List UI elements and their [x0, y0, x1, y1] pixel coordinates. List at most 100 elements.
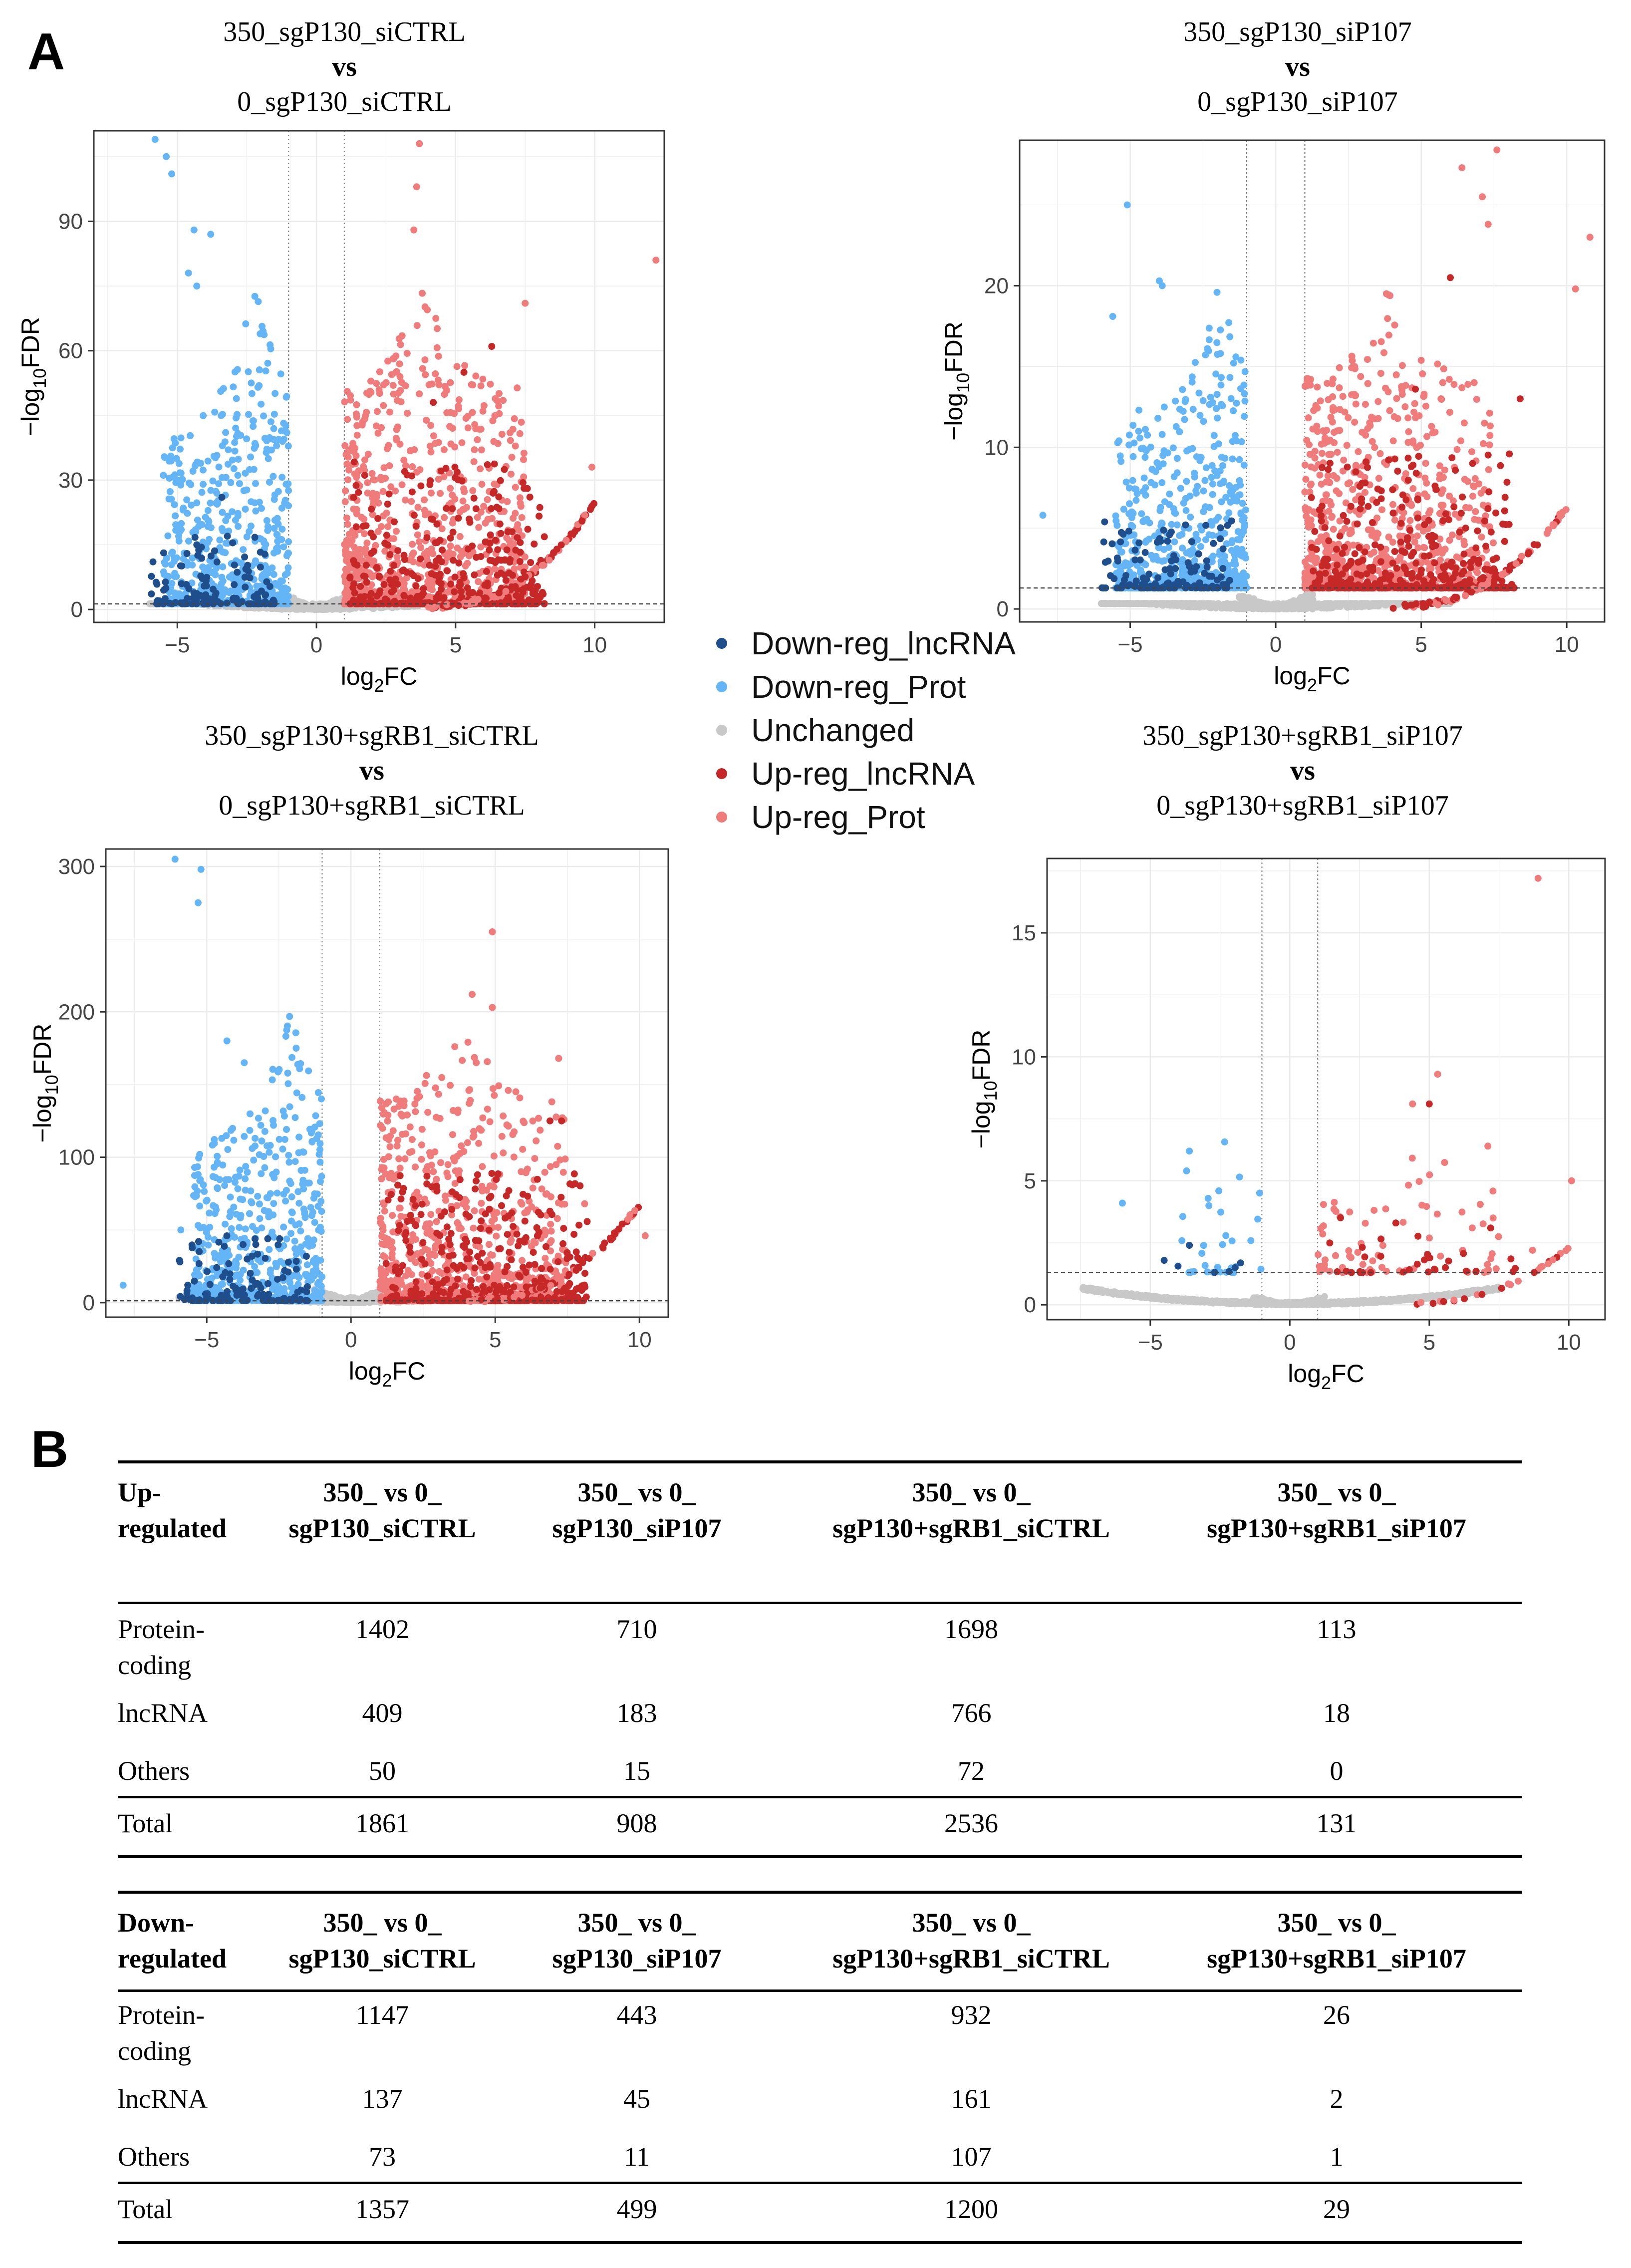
- point-up-prot: [1386, 407, 1393, 414]
- point-down-prot: [193, 499, 201, 507]
- point-down-prot: [284, 480, 292, 488]
- point-up-lnc: [438, 585, 445, 593]
- point-up-prot: [1469, 493, 1476, 500]
- point-up-prot: [479, 375, 487, 383]
- point-up-lnc: [439, 546, 446, 554]
- point-up-prot: [1423, 433, 1431, 440]
- point-up-prot: [376, 390, 383, 397]
- point-up-lnc: [471, 571, 478, 578]
- point-up-prot: [343, 537, 350, 544]
- point-up-lnc: [472, 505, 480, 513]
- point-down-prot: [248, 379, 255, 387]
- point-up-lnc: [498, 557, 505, 564]
- point-up-lnc: [384, 542, 392, 549]
- point-down-lnc: [148, 572, 155, 580]
- point-down-prot: [283, 599, 290, 606]
- point-up-lnc: [454, 476, 462, 484]
- point-up-prot: [1340, 456, 1348, 464]
- point-up-prot: [408, 498, 415, 505]
- point-down-prot: [243, 435, 251, 443]
- point-up-prot: [1422, 402, 1429, 410]
- point-down-prot: [266, 479, 273, 486]
- point-unchanged: [304, 603, 311, 611]
- point-up-prot: [1422, 460, 1429, 467]
- point-curve: [474, 595, 482, 603]
- point-down-prot: [251, 499, 259, 507]
- point-down-prot: [176, 469, 184, 477]
- point-up-lnc: [412, 523, 420, 530]
- point-up-prot: [1401, 403, 1409, 410]
- point-up-prot: [475, 524, 483, 531]
- point-down-prot: [274, 548, 281, 555]
- point-up-prot: [421, 496, 428, 504]
- point-up-prot: [1355, 448, 1362, 455]
- point-up-prot: [413, 183, 420, 191]
- point-up-prot: [478, 481, 486, 488]
- y-tick-label: 30: [58, 468, 83, 493]
- point-down-prot: [234, 411, 241, 418]
- point-down-prot: [199, 466, 207, 474]
- point-up-lnc: [400, 591, 408, 599]
- point-up-prot: [1453, 446, 1461, 453]
- point-unchanged: [1152, 600, 1159, 607]
- point-down-lnc: [266, 583, 273, 590]
- point-up-prot: [1385, 331, 1392, 339]
- point-up-lnc: [517, 549, 524, 556]
- point-up-prot: [363, 539, 371, 547]
- point-up-prot: [386, 408, 393, 416]
- point-up-lnc: [483, 567, 490, 575]
- point-up-lnc: [470, 495, 478, 502]
- point-down-prot: [251, 440, 259, 447]
- point-up-prot: [484, 496, 491, 503]
- point-down-lnc: [224, 533, 231, 540]
- point-up-prot: [409, 463, 416, 470]
- point-down-prot: [263, 449, 270, 456]
- point-up-lnc: [352, 523, 360, 531]
- point-up-prot: [1323, 491, 1330, 499]
- point-unchanged: [1303, 604, 1311, 611]
- point-down-prot: [270, 570, 277, 578]
- point-down-prot: [166, 488, 174, 495]
- point-up-prot: [1336, 364, 1343, 371]
- point-up-prot: [390, 535, 397, 543]
- point-up-prot: [1384, 315, 1391, 322]
- plot-title: 350_sgP130_siCTRL: [223, 16, 465, 47]
- point-up-prot: [458, 439, 466, 447]
- point-up-lnc: [363, 578, 370, 586]
- plot-subtitle: 0_sgP130_siP107: [1197, 86, 1397, 117]
- point-down-prot: [264, 527, 272, 534]
- point-down-lnc: [245, 567, 252, 575]
- point-up-prot: [1398, 362, 1406, 369]
- point-unchanged: [1219, 602, 1227, 609]
- point-up-lnc: [400, 567, 407, 573]
- point-up-prot: [491, 480, 498, 488]
- point-up-prot: [1391, 321, 1398, 329]
- point-up-lnc: [367, 530, 375, 537]
- point-down-prot: [240, 546, 247, 554]
- point-up-prot: [1469, 482, 1477, 490]
- point-up-prot: [419, 365, 426, 372]
- point-up-prot: [1458, 384, 1466, 391]
- point-up-prot: [341, 398, 348, 406]
- point-up-prot: [1420, 544, 1427, 551]
- point-up-prot: [1478, 534, 1485, 541]
- point-up-lnc: [444, 567, 451, 574]
- point-up-lnc: [403, 471, 411, 479]
- point-up-prot: [1368, 413, 1375, 421]
- point-up-prot: [353, 401, 360, 408]
- point-down-prot: [260, 412, 268, 420]
- point-curve: [553, 546, 560, 553]
- point-up-prot: [1486, 441, 1493, 449]
- point-down-prot: [212, 565, 220, 572]
- point-up-lnc: [390, 562, 398, 569]
- panel-label-a: A: [27, 23, 65, 81]
- point-down-lnc: [160, 549, 167, 557]
- point-up-lnc: [387, 567, 394, 575]
- point-down-prot: [252, 480, 259, 487]
- point-up-lnc: [514, 534, 521, 542]
- point-up-prot: [1377, 370, 1384, 377]
- point-up-lnc: [494, 571, 501, 579]
- point-up-lnc: [394, 547, 402, 555]
- point-down-prot: [270, 473, 277, 480]
- point-down-lnc: [148, 590, 155, 597]
